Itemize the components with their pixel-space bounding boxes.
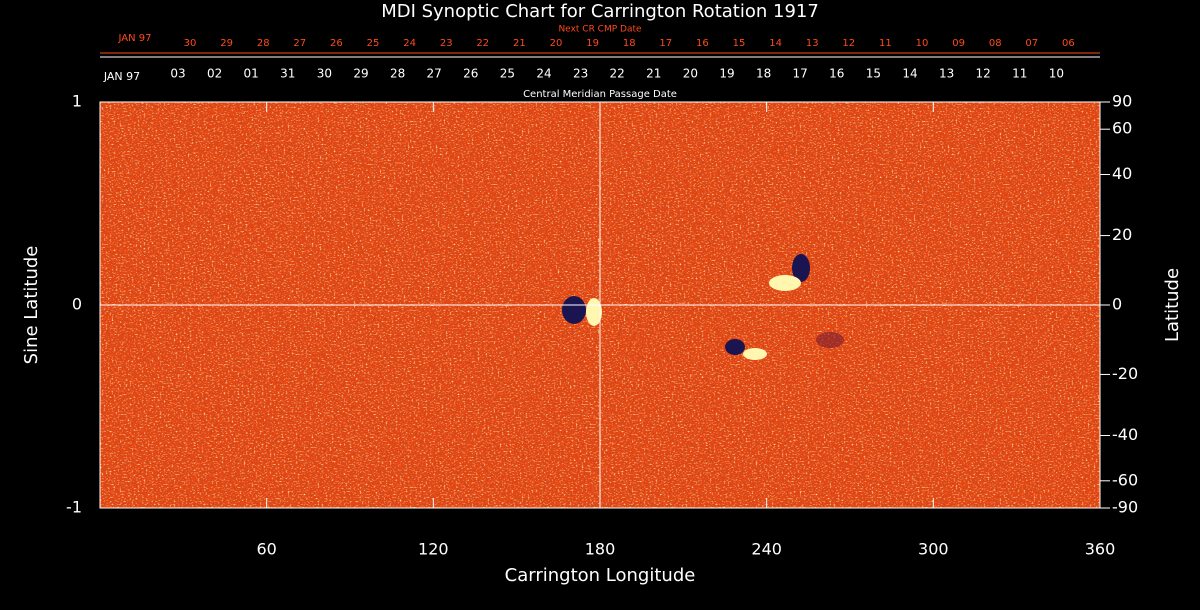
cmp-axis-date: 19 [719, 67, 734, 81]
next-axis-date: 20 [550, 38, 563, 49]
next-axis-date: 08 [989, 38, 1002, 49]
next-axis-date: 21 [513, 38, 526, 49]
cmp-axis-date: 23 [573, 67, 588, 81]
cmp-axis-date: 10 [1049, 67, 1064, 81]
y2-tick-label: 0 [1112, 295, 1122, 314]
x-axis-label: Carrington Longitude [505, 565, 696, 586]
cmp-axis-date: 18 [756, 67, 771, 81]
sunspot [562, 296, 586, 324]
cmp-axis-date: 11 [1012, 67, 1027, 81]
cmp-axis-date: 15 [866, 67, 881, 81]
y2-tick-label: -40 [1112, 425, 1138, 444]
y-axis-label: Sine Latitude [21, 246, 42, 365]
next-axis-date: 07 [1025, 38, 1038, 49]
sunspot [743, 348, 767, 360]
y2-axis-label: Latitude [1162, 268, 1183, 342]
cmp-axis-label: Central Meridian Passage Date [523, 89, 677, 100]
sunspot [769, 275, 801, 291]
next-axis-date: 17 [659, 38, 672, 49]
next-axis-date: 10 [916, 38, 929, 49]
y2-tick-label: 90 [1112, 92, 1132, 111]
next-axis-first: JAN 97 [118, 33, 152, 44]
x-tick-label: 300 [918, 540, 949, 559]
next-axis-date: 12 [842, 38, 855, 49]
cmp-axis-date: 21 [646, 67, 661, 81]
cmp-axis-date: 28 [390, 67, 405, 81]
next-axis-date: 30 [184, 38, 197, 49]
cmp-axis-date: 20 [683, 67, 698, 81]
next-axis-date: 14 [769, 38, 782, 49]
cmp-axis-date: 14 [902, 67, 917, 81]
cmp-axis-first: JAN 97 [103, 70, 140, 83]
y2-tick-label: -20 [1112, 364, 1138, 383]
next-axis-date: 11 [879, 38, 892, 49]
cmp-axis-date: 26 [463, 67, 478, 81]
cmp-axis-date: 22 [610, 67, 625, 81]
next-axis-date: 16 [696, 38, 709, 49]
next-axis-date: 28 [257, 38, 270, 49]
cmp-axis-date: 24 [536, 67, 551, 81]
next-axis-date: 25 [367, 38, 380, 49]
sunspot [816, 332, 844, 348]
next-axis-label: Next CR CMP Date [558, 25, 642, 35]
sunspot [792, 254, 810, 282]
chart-title: MDI Synoptic Chart for Carrington Rotati… [381, 1, 819, 22]
sunspot [725, 339, 745, 355]
next-axis-date: 13 [806, 38, 819, 49]
x-tick-label: 120 [418, 540, 449, 559]
y2-tick-label: 40 [1112, 164, 1132, 183]
next-axis-date: 26 [330, 38, 343, 49]
y-tick-label: -1 [66, 498, 82, 517]
x-tick-label: 240 [751, 540, 782, 559]
y2-tick-label: -90 [1112, 498, 1138, 517]
y-tick-label: 1 [72, 92, 82, 111]
y2-tick-label: 20 [1112, 225, 1132, 244]
cmp-axis-date: 30 [317, 67, 332, 81]
x-tick-label: 180 [585, 540, 616, 559]
x-tick-label: 60 [256, 540, 276, 559]
cmp-axis-date: 12 [976, 67, 991, 81]
cmp-axis-date: 31 [280, 67, 295, 81]
cmp-axis-date: 25 [500, 67, 515, 81]
y2-tick-label: 60 [1112, 119, 1132, 138]
y-tick-label: 0 [72, 295, 82, 314]
cmp-axis-date: 02 [207, 67, 222, 81]
next-axis-date: 09 [952, 38, 965, 49]
next-axis-date: 24 [403, 38, 416, 49]
cmp-axis-date: 29 [353, 67, 368, 81]
cmp-axis-date: 13 [939, 67, 954, 81]
y2-tick-label: -60 [1112, 470, 1138, 489]
x-tick-label: 360 [1085, 540, 1116, 559]
cmp-axis-date: 27 [427, 67, 442, 81]
next-axis-date: 22 [476, 38, 489, 49]
next-axis-date: 15 [733, 38, 746, 49]
cmp-axis-date: 01 [244, 67, 259, 81]
cmp-axis-date: 16 [829, 67, 844, 81]
next-axis-date: 27 [293, 38, 306, 49]
cmp-axis-date: 03 [170, 67, 185, 81]
cmp-axis-date: 17 [793, 67, 808, 81]
next-axis-date: 23 [440, 38, 453, 49]
next-axis-date: 29 [220, 38, 233, 49]
next-axis-date: 19 [586, 38, 599, 49]
next-axis-date: 18 [623, 38, 636, 49]
next-axis-date: 06 [1062, 38, 1075, 49]
